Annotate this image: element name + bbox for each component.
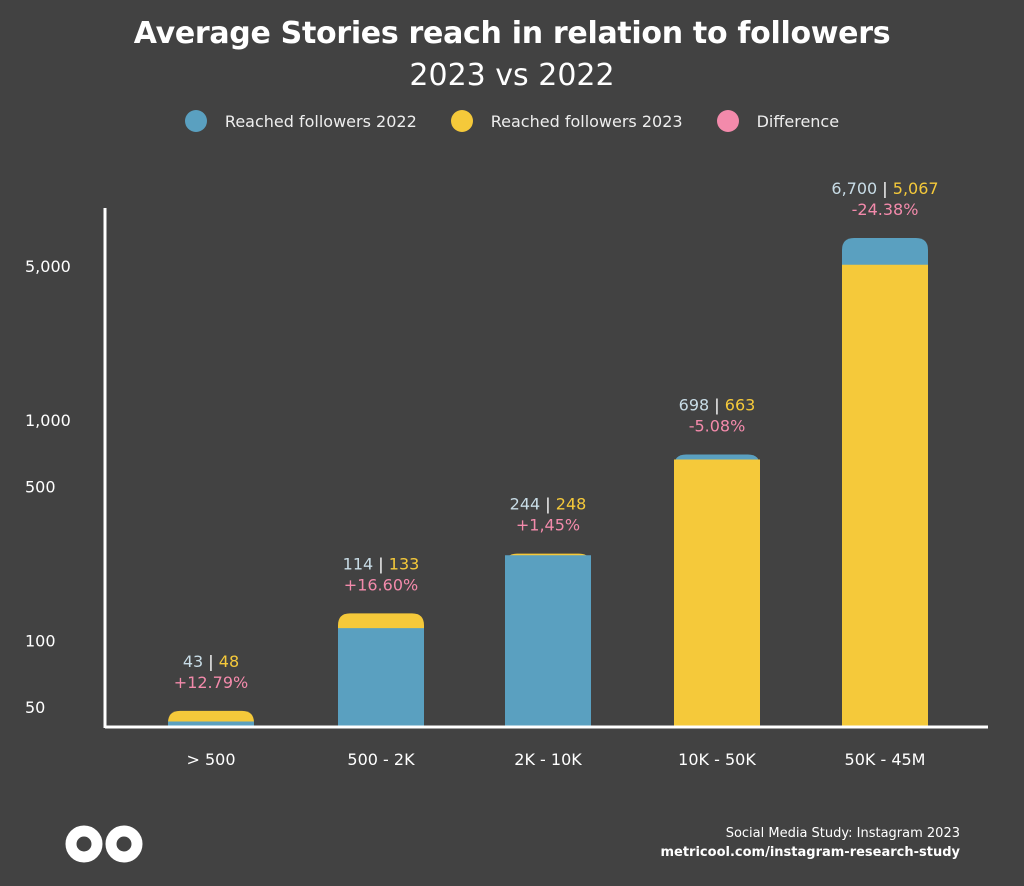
value-label-1: 114 | 133 <box>343 554 420 573</box>
value-label-2022-0: 43 <box>183 652 203 671</box>
value-label-2022-4: 6,700 <box>831 179 877 198</box>
y-tick-label-1: 100 <box>25 632 56 651</box>
value-label-2022-1: 114 <box>343 554 374 573</box>
bar-2022-2 <box>505 555 591 727</box>
x-tick-label-1: 500 - 2K <box>347 750 415 769</box>
legend-item-difference: Difference <box>716 110 840 132</box>
bar-2023-4 <box>842 264 928 727</box>
value-label-2022-3: 698 <box>679 396 710 415</box>
value-separator-4: | <box>877 179 893 198</box>
legend: Reached followers 2022 Reached followers… <box>0 110 1024 132</box>
infinity-logo-icon <box>65 825 143 863</box>
value-label-3: 698 | 663 <box>679 396 756 415</box>
value-separator-3: | <box>709 396 725 415</box>
value-label-2022-2: 244 <box>510 495 541 514</box>
difference-label-2: +1,45% <box>516 516 580 535</box>
legend-swatch-2022 <box>184 110 207 132</box>
x-tick-label-0: > 500 <box>186 750 235 769</box>
difference-label-1: +16.60% <box>344 575 418 594</box>
legend-label-difference: Difference <box>756 111 840 131</box>
footer-url[interactable]: metricool.com/instagram-research-study <box>660 845 960 860</box>
value-label-4: 6,700 | 5,067 <box>831 179 938 198</box>
value-label-2023-0: 48 <box>219 652 239 671</box>
legend-item-2022: Reached followers 2022 <box>184 110 417 132</box>
value-label-2023-3: 663 <box>725 396 756 415</box>
value-label-2023-1: 133 <box>389 554 420 573</box>
x-tick-label-2: 2K - 10K <box>514 750 582 769</box>
legend-label-2023: Reached followers 2023 <box>490 111 683 131</box>
difference-label-3: -5.08% <box>689 417 746 436</box>
value-separator-2: | <box>540 495 556 514</box>
difference-label-4: -24.38% <box>852 200 919 219</box>
legend-swatch-difference <box>716 110 739 132</box>
value-label-2023-2: 248 <box>556 495 587 514</box>
difference-label-0: +12.79% <box>174 673 248 692</box>
value-separator-1: | <box>373 554 389 573</box>
bar-2022-1 <box>338 628 424 727</box>
legend-item-2023: Reached followers 2023 <box>450 110 683 132</box>
legend-swatch-2023 <box>450 110 473 132</box>
chart-subtitle: 2023 vs 2022 <box>409 58 615 93</box>
value-label-2: 244 | 248 <box>510 495 587 514</box>
footer: Social Media Study: Instagram 2023 metri… <box>660 824 960 862</box>
y-tick-label-0: 50 <box>25 698 45 717</box>
bar-2023-3 <box>674 459 760 727</box>
x-tick-label-3: 10K - 50K <box>678 750 756 769</box>
value-label-0: 43 | 48 <box>183 652 239 671</box>
footer-source: Social Media Study: Instagram 2023 <box>725 826 960 841</box>
value-label-2023-4: 5,067 <box>893 179 939 198</box>
chart-title: Average Stories reach in relation to fol… <box>133 16 891 51</box>
x-tick-label-4: 50K - 45M <box>845 750 926 769</box>
y-tick-label-4: 5,000 <box>25 257 71 276</box>
legend-label-2022: Reached followers 2022 <box>224 111 417 131</box>
value-separator-0: | <box>203 652 219 671</box>
y-tick-label-3: 1,000 <box>25 411 71 430</box>
y-tick-label-2: 500 <box>25 478 56 497</box>
